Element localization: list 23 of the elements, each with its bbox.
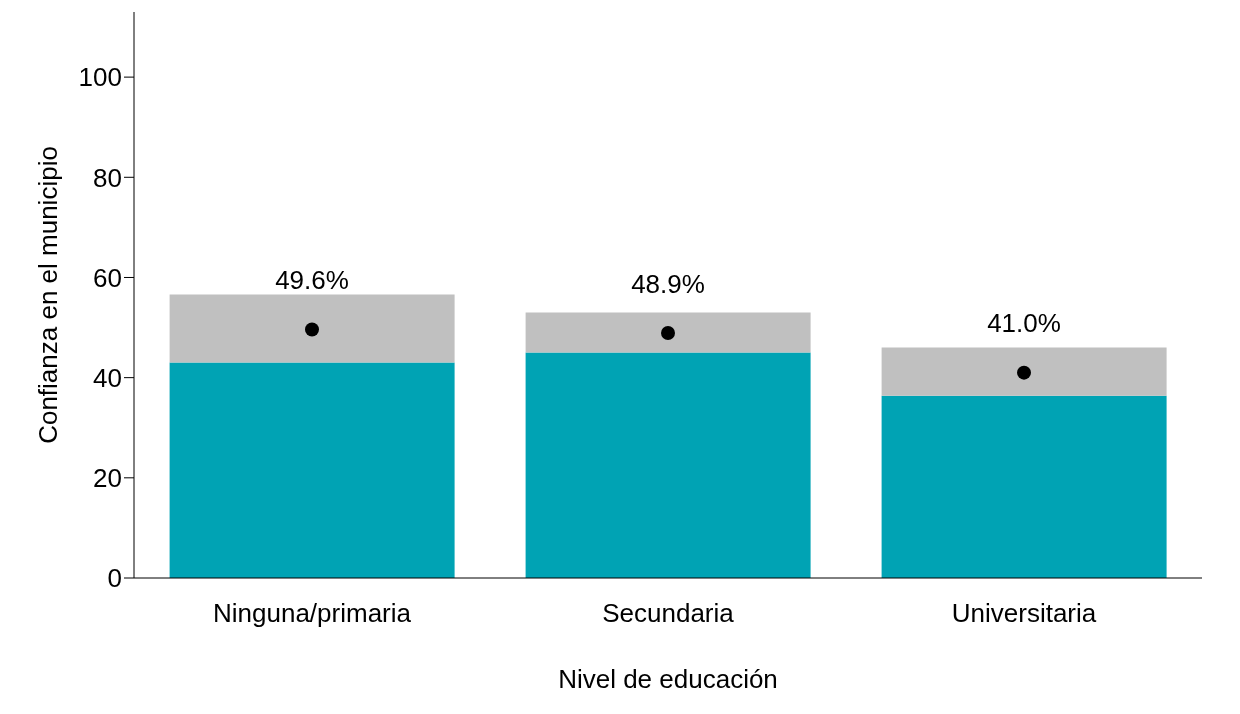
y-tick-label: 0	[107, 563, 122, 594]
bar	[169, 294, 455, 363]
x-tick-label: Universitaria	[951, 598, 1097, 629]
point	[661, 326, 675, 341]
y-tick-label: 40	[93, 362, 122, 393]
y-tick-label: 80	[93, 162, 122, 193]
x-tick-label: Secundaria	[602, 598, 735, 629]
bar	[169, 362, 455, 578]
x-tick-label: Ninguna/primaria	[213, 598, 412, 629]
y-tick-label: 100	[78, 62, 122, 93]
bar	[525, 352, 811, 578]
data-label: 48.9%	[631, 268, 705, 299]
y-axis-title: Confianza en el municipio	[33, 146, 64, 444]
bar	[881, 347, 1167, 396]
y-tick-label: 60	[93, 262, 122, 293]
bar	[881, 395, 1167, 578]
data-label: 41.0%	[987, 308, 1061, 339]
x-axis-title: Nivel de educación	[558, 664, 778, 694]
point	[305, 322, 319, 337]
data-label: 49.6%	[275, 265, 349, 296]
point	[1017, 365, 1031, 380]
y-tick-label: 20	[93, 463, 122, 494]
bar	[525, 312, 811, 353]
